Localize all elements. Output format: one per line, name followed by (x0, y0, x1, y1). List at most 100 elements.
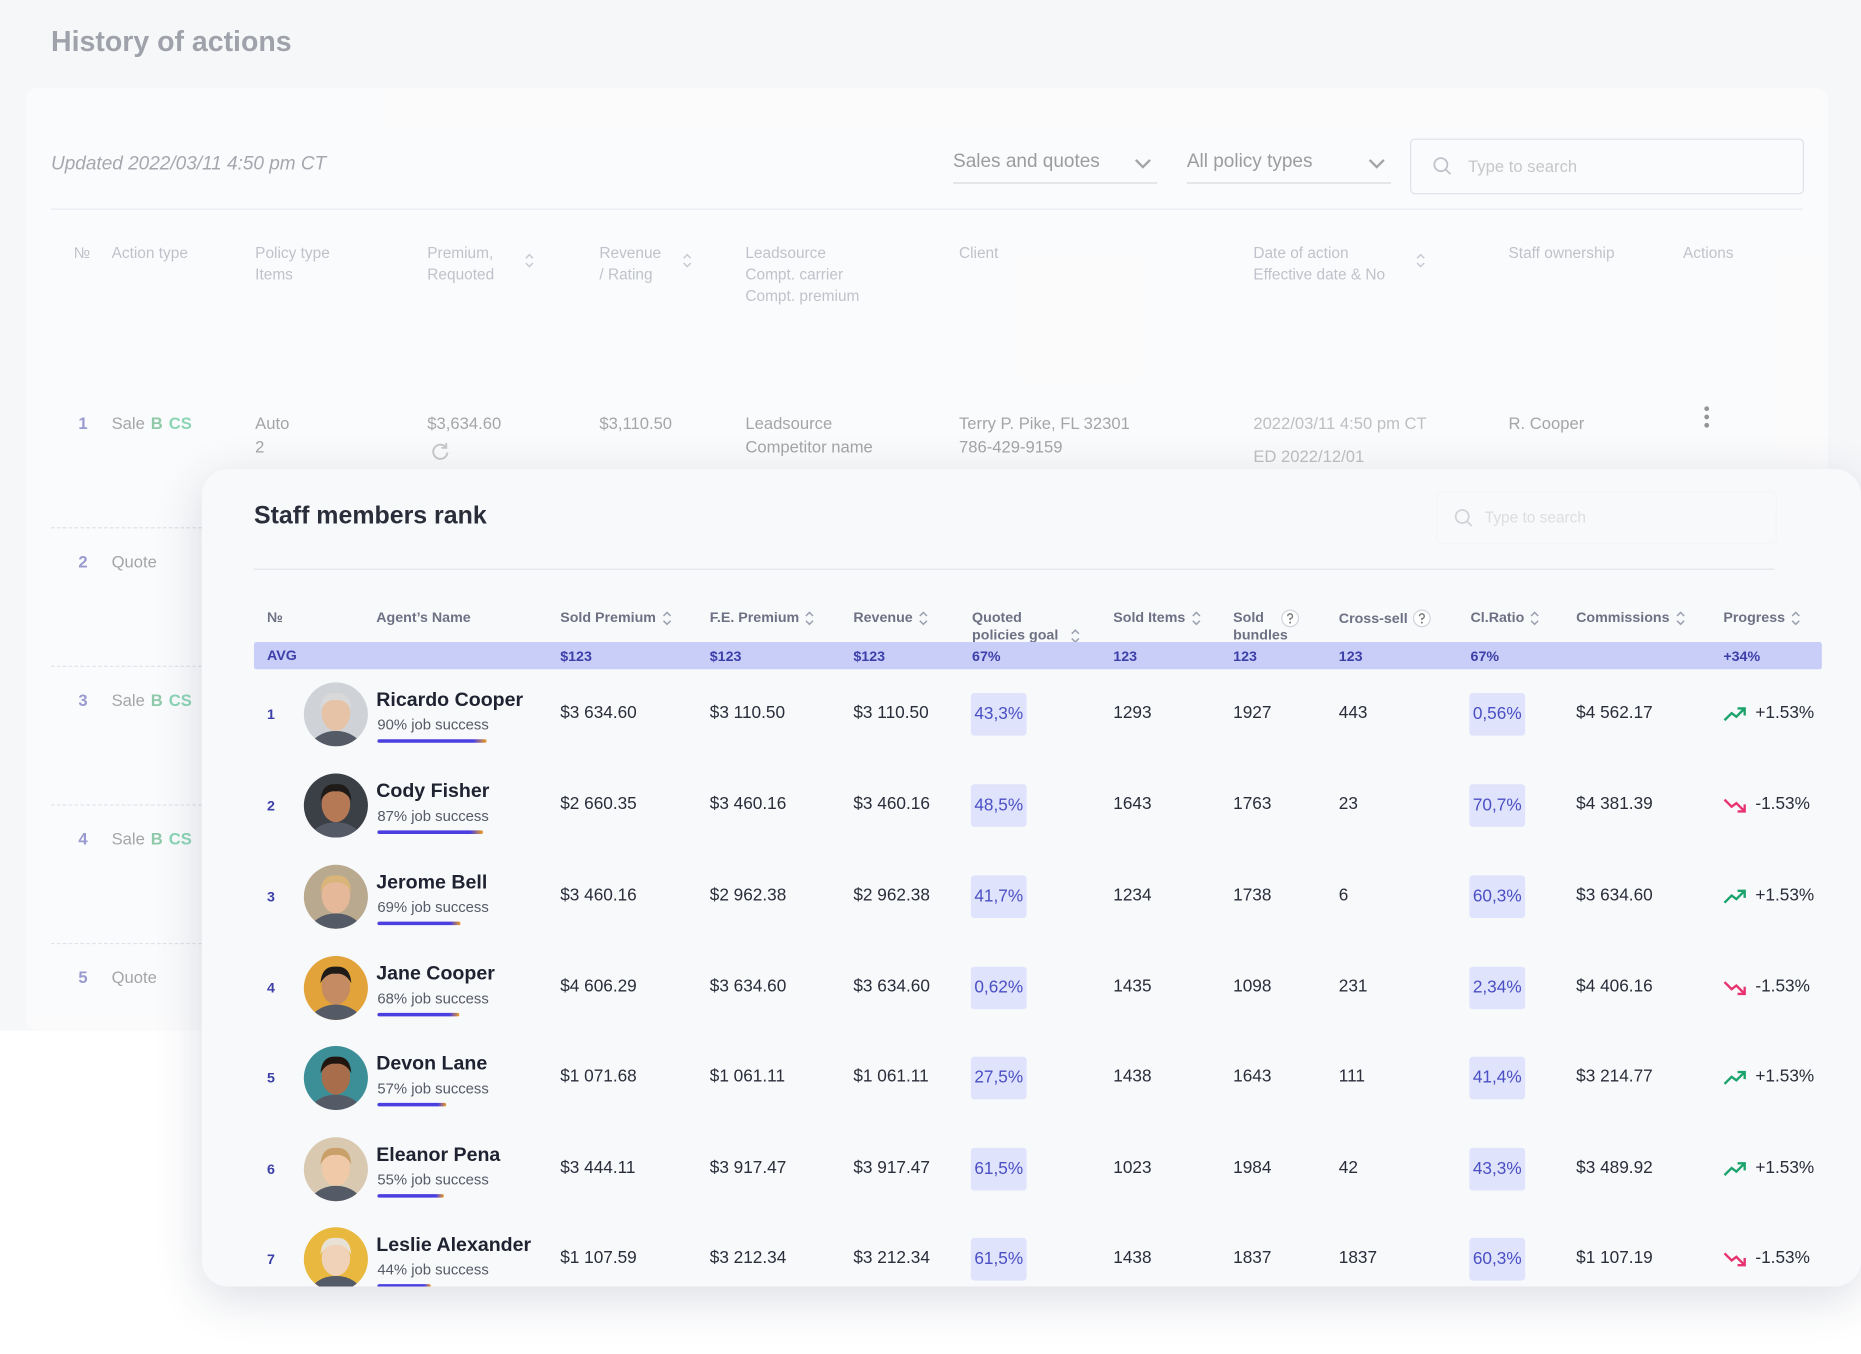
column-header: Compt. premium (745, 286, 860, 305)
column-header: Compt. carrier (745, 265, 844, 284)
column-header: Cl.Ratio (1471, 609, 1541, 627)
sort-icon[interactable] (917, 609, 929, 626)
cell-value: $3 110.50 (709, 703, 786, 723)
rank-number: 3 (267, 888, 275, 906)
ratio-pill: 0,62% (970, 966, 1027, 1010)
sort-icon[interactable] (1674, 609, 1686, 626)
cell-value: 42 (1338, 1158, 1358, 1178)
column-header: Leadsource (745, 244, 826, 262)
ratio-value: 0,56% (1472, 704, 1522, 724)
ratio-value: 61,5% (974, 1249, 1024, 1269)
row-actions-menu[interactable] (1702, 405, 1711, 429)
badge: CS (168, 690, 192, 710)
column-header: Premium, (427, 244, 494, 262)
policy-text: 2 (255, 437, 265, 457)
staff-rank-card: Staff members rank Type to search № Agent’s… (201, 469, 1861, 1287)
search-box[interactable]: Type to search (1409, 138, 1805, 195)
cell-value: 111 (1338, 1067, 1365, 1087)
column-header: Requoted (427, 265, 495, 284)
cell-value: 6 (1338, 886, 1349, 906)
ratio-pill: 0,56% (1469, 692, 1526, 736)
ratio-pill: 27,5% (970, 1056, 1027, 1100)
progress-value: +1.53% (1755, 886, 1815, 906)
sort-icon[interactable] (1790, 609, 1802, 626)
sort-icon[interactable] (1529, 609, 1541, 626)
cell-value: $4 406.16 (1576, 977, 1653, 997)
sort-icon (1416, 253, 1425, 268)
job-success: 57% job success (377, 1080, 489, 1097)
job-success: 87% job success (377, 807, 489, 825)
search-box[interactable]: Type to search (1436, 491, 1777, 544)
column-header: Progress (1723, 609, 1801, 627)
action-label: Quote (111, 967, 157, 987)
rank-number: 4 (267, 979, 275, 997)
cell-value: 1643 (1233, 1067, 1272, 1087)
avg-label: AVG (267, 646, 297, 664)
success-bar (377, 1012, 460, 1017)
search-icon (1433, 157, 1451, 175)
trend-icon (1723, 1070, 1746, 1085)
job-success: 90% job success (377, 716, 489, 734)
action-type: Sale B CS (112, 413, 192, 432)
avg-row: AVG $123 $123 $123 67% 123 123 123 67% +34% (253, 642, 1822, 670)
cell-value: 1293 (1113, 703, 1152, 723)
filter-dropdown[interactable]: Sales and quotes (953, 147, 1158, 184)
cell-value: $4 562.17 (1576, 703, 1653, 723)
avg-value: 123 (1338, 647, 1363, 665)
avg-value: 123 (1113, 647, 1138, 665)
cell-value: 1435 (1113, 977, 1152, 997)
trend-icon (1723, 707, 1746, 722)
ratio-pill: 60,3% (1469, 875, 1526, 919)
job-success: 55% job success (377, 1171, 489, 1189)
staff-owner: R. Cooper (1508, 413, 1585, 433)
sort-icon[interactable] (661, 609, 673, 626)
agent-avatar (303, 1137, 368, 1202)
ratio-value: 0,62% (974, 978, 1024, 998)
header-label: Cl.Ratio (1470, 608, 1525, 626)
agent-avatar (303, 1046, 368, 1110)
help-icon (1412, 609, 1431, 628)
cell-value: $1 071.68 (560, 1067, 637, 1087)
row-number: 1 (78, 413, 88, 433)
divider (253, 568, 1775, 570)
date-text: 2022/03/11 4:50 pm CT (1253, 413, 1427, 433)
column-header: F.E. Premium (710, 609, 816, 627)
progress-value: -1.53% (1755, 794, 1810, 814)
filter-dropdown[interactable]: All policy types (1186, 147, 1391, 184)
column-header: / Rating (599, 265, 653, 284)
cell-value: $3 460.16 (853, 794, 930, 814)
sort-icon (525, 253, 534, 268)
trend-icon (1723, 798, 1746, 813)
sort-icon[interactable] (1190, 609, 1202, 626)
cell-value: $4 381.39 (1576, 794, 1653, 814)
cell-value: $3 634.60 (560, 703, 637, 723)
progress-value: -1.53% (1755, 977, 1810, 997)
ratio-value: 61,5% (974, 1159, 1024, 1179)
column-header: Staff ownership (1508, 244, 1615, 262)
search-placeholder: Type to search (1468, 156, 1578, 176)
success-bar (377, 1194, 444, 1198)
job-success: 44% job success (377, 1261, 489, 1279)
agent-name: Devon Lane (376, 1053, 488, 1075)
column-header: Effective date & No (1253, 265, 1386, 284)
agent-name: Ricardo Cooper (376, 689, 524, 711)
agent-avatar (303, 955, 368, 1020)
success-bar (377, 830, 483, 834)
sort-icon[interactable] (1069, 628, 1081, 645)
cell-value: $3 917.47 (709, 1158, 787, 1178)
ratio-pill: 48,5% (970, 784, 1027, 827)
sort-icon[interactable] (804, 609, 816, 626)
ratio-pill: 43,3% (970, 692, 1027, 736)
cell-value: 1023 (1113, 1158, 1152, 1178)
column-header: Sold Premium (560, 609, 672, 627)
row-divider (51, 665, 202, 667)
rank-number: 1 (267, 706, 275, 723)
action-label: Quote (111, 552, 157, 571)
header-label: № (267, 608, 283, 626)
progress-value: -1.53% (1755, 1248, 1810, 1268)
agent-avatar (303, 773, 368, 838)
action-type: Sale B CS (112, 691, 192, 710)
action-type: Sale B CS (112, 829, 192, 848)
avg-value: $123 (709, 647, 742, 665)
ratio-value: 41,7% (974, 887, 1024, 907)
